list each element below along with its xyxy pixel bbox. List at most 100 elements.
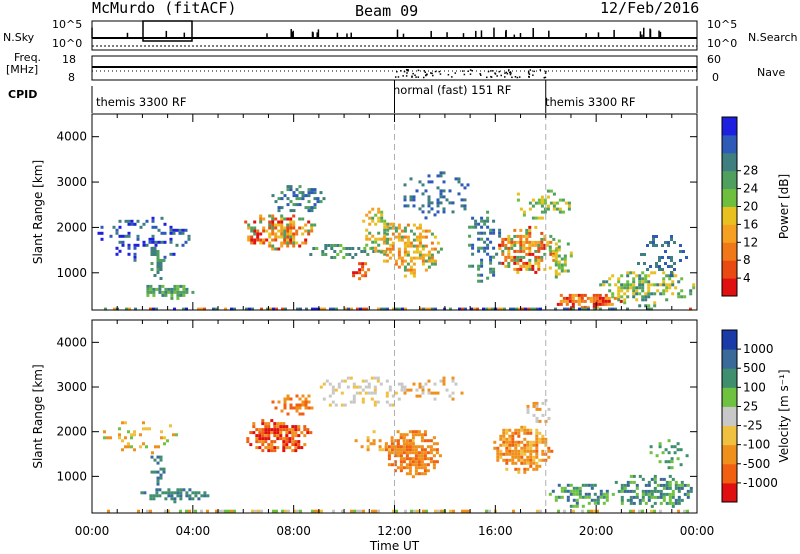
data-cell xyxy=(297,446,301,450)
data-cell xyxy=(668,274,672,278)
data-cell xyxy=(408,448,412,452)
data-cell xyxy=(641,298,645,302)
data-cell xyxy=(412,250,416,254)
data-cell xyxy=(558,207,562,211)
data-cell xyxy=(292,226,296,230)
data-cell xyxy=(304,400,308,404)
data-cell xyxy=(626,280,630,284)
data-cell xyxy=(273,449,277,453)
data-cell xyxy=(185,494,189,498)
data-cell xyxy=(276,422,280,426)
data-cell xyxy=(623,283,627,287)
data-cell xyxy=(433,397,437,401)
data-cell xyxy=(580,305,584,309)
data-cell xyxy=(127,231,131,235)
data-cell xyxy=(412,232,416,236)
data-cell xyxy=(153,458,157,462)
data-cell xyxy=(635,289,639,293)
data-cell xyxy=(152,494,156,498)
data-cell xyxy=(668,486,672,490)
data-cell xyxy=(185,290,189,294)
data-cell xyxy=(412,223,416,227)
data-cell xyxy=(304,406,308,410)
data-cell xyxy=(343,403,347,407)
data-cell xyxy=(130,219,134,223)
data-cell xyxy=(151,216,155,220)
data-cell xyxy=(529,464,533,468)
data-cell xyxy=(286,394,290,398)
data-cell xyxy=(602,501,606,505)
data-cell xyxy=(167,287,171,291)
data-cell xyxy=(277,209,281,213)
data-cell xyxy=(522,261,526,265)
data-cell xyxy=(355,385,359,389)
data-cell xyxy=(405,454,409,458)
power-ytick-label: 2000 xyxy=(56,220,87,234)
data-cell xyxy=(620,274,624,278)
data-cell xyxy=(121,240,125,244)
data-cell xyxy=(262,238,266,242)
data-cell xyxy=(517,431,521,435)
data-cell xyxy=(390,436,394,440)
data-cell xyxy=(160,231,164,235)
data-cell xyxy=(638,474,642,478)
data-cell xyxy=(647,286,651,290)
data-cell xyxy=(632,277,636,281)
data-cell xyxy=(430,201,434,205)
data-cell xyxy=(486,246,490,250)
data-cell xyxy=(575,489,579,493)
data-cell xyxy=(400,388,404,392)
data-cell xyxy=(604,302,608,306)
data-cell xyxy=(358,391,362,395)
data-cell xyxy=(502,443,506,447)
data-cell xyxy=(548,248,552,252)
data-cell xyxy=(608,277,612,281)
data-cell xyxy=(427,250,431,254)
data-cell xyxy=(620,501,624,505)
data-cell xyxy=(402,439,406,443)
data-cell xyxy=(541,458,545,462)
data-cell xyxy=(333,244,337,247)
data-cell xyxy=(167,488,171,492)
data-cell xyxy=(557,483,561,487)
xtick-label: 00:00 xyxy=(680,524,715,538)
data-cell xyxy=(602,495,606,499)
data-cell xyxy=(452,509,455,513)
data-cell xyxy=(511,431,515,435)
data-cell xyxy=(145,445,148,449)
data-cell xyxy=(272,509,275,513)
data-cell xyxy=(416,509,419,513)
velocity-colorbar-tick-label: -100 xyxy=(743,438,770,452)
data-cell xyxy=(623,301,627,305)
data-cell xyxy=(423,448,427,452)
data-cell xyxy=(158,494,162,498)
data-cell xyxy=(324,247,328,250)
data-cell xyxy=(380,307,383,311)
data-cell xyxy=(430,391,434,395)
data-cell xyxy=(592,305,596,309)
data-cell xyxy=(572,489,576,493)
data-cell xyxy=(513,234,517,238)
data-cell xyxy=(384,445,388,449)
data-cell xyxy=(523,437,527,441)
data-cell xyxy=(499,434,503,438)
data-cell xyxy=(436,391,440,395)
data-cell xyxy=(644,295,648,299)
data-cell xyxy=(403,265,407,269)
data-cell xyxy=(130,445,133,449)
cpid-segment-2: normal (fast) 151 RF xyxy=(393,83,512,97)
data-cell xyxy=(342,256,346,259)
data-cell xyxy=(554,257,558,261)
data-cell xyxy=(501,261,505,265)
data-cell xyxy=(396,454,400,458)
nave-dot xyxy=(438,70,440,73)
nave-dot xyxy=(454,72,457,74)
data-cell xyxy=(626,483,630,487)
data-cell xyxy=(390,463,394,467)
data-cell xyxy=(477,249,481,253)
data-cell xyxy=(647,280,651,284)
data-cell xyxy=(408,469,412,473)
data-cell xyxy=(451,391,455,395)
data-cell xyxy=(532,404,536,408)
data-cell xyxy=(329,307,332,311)
